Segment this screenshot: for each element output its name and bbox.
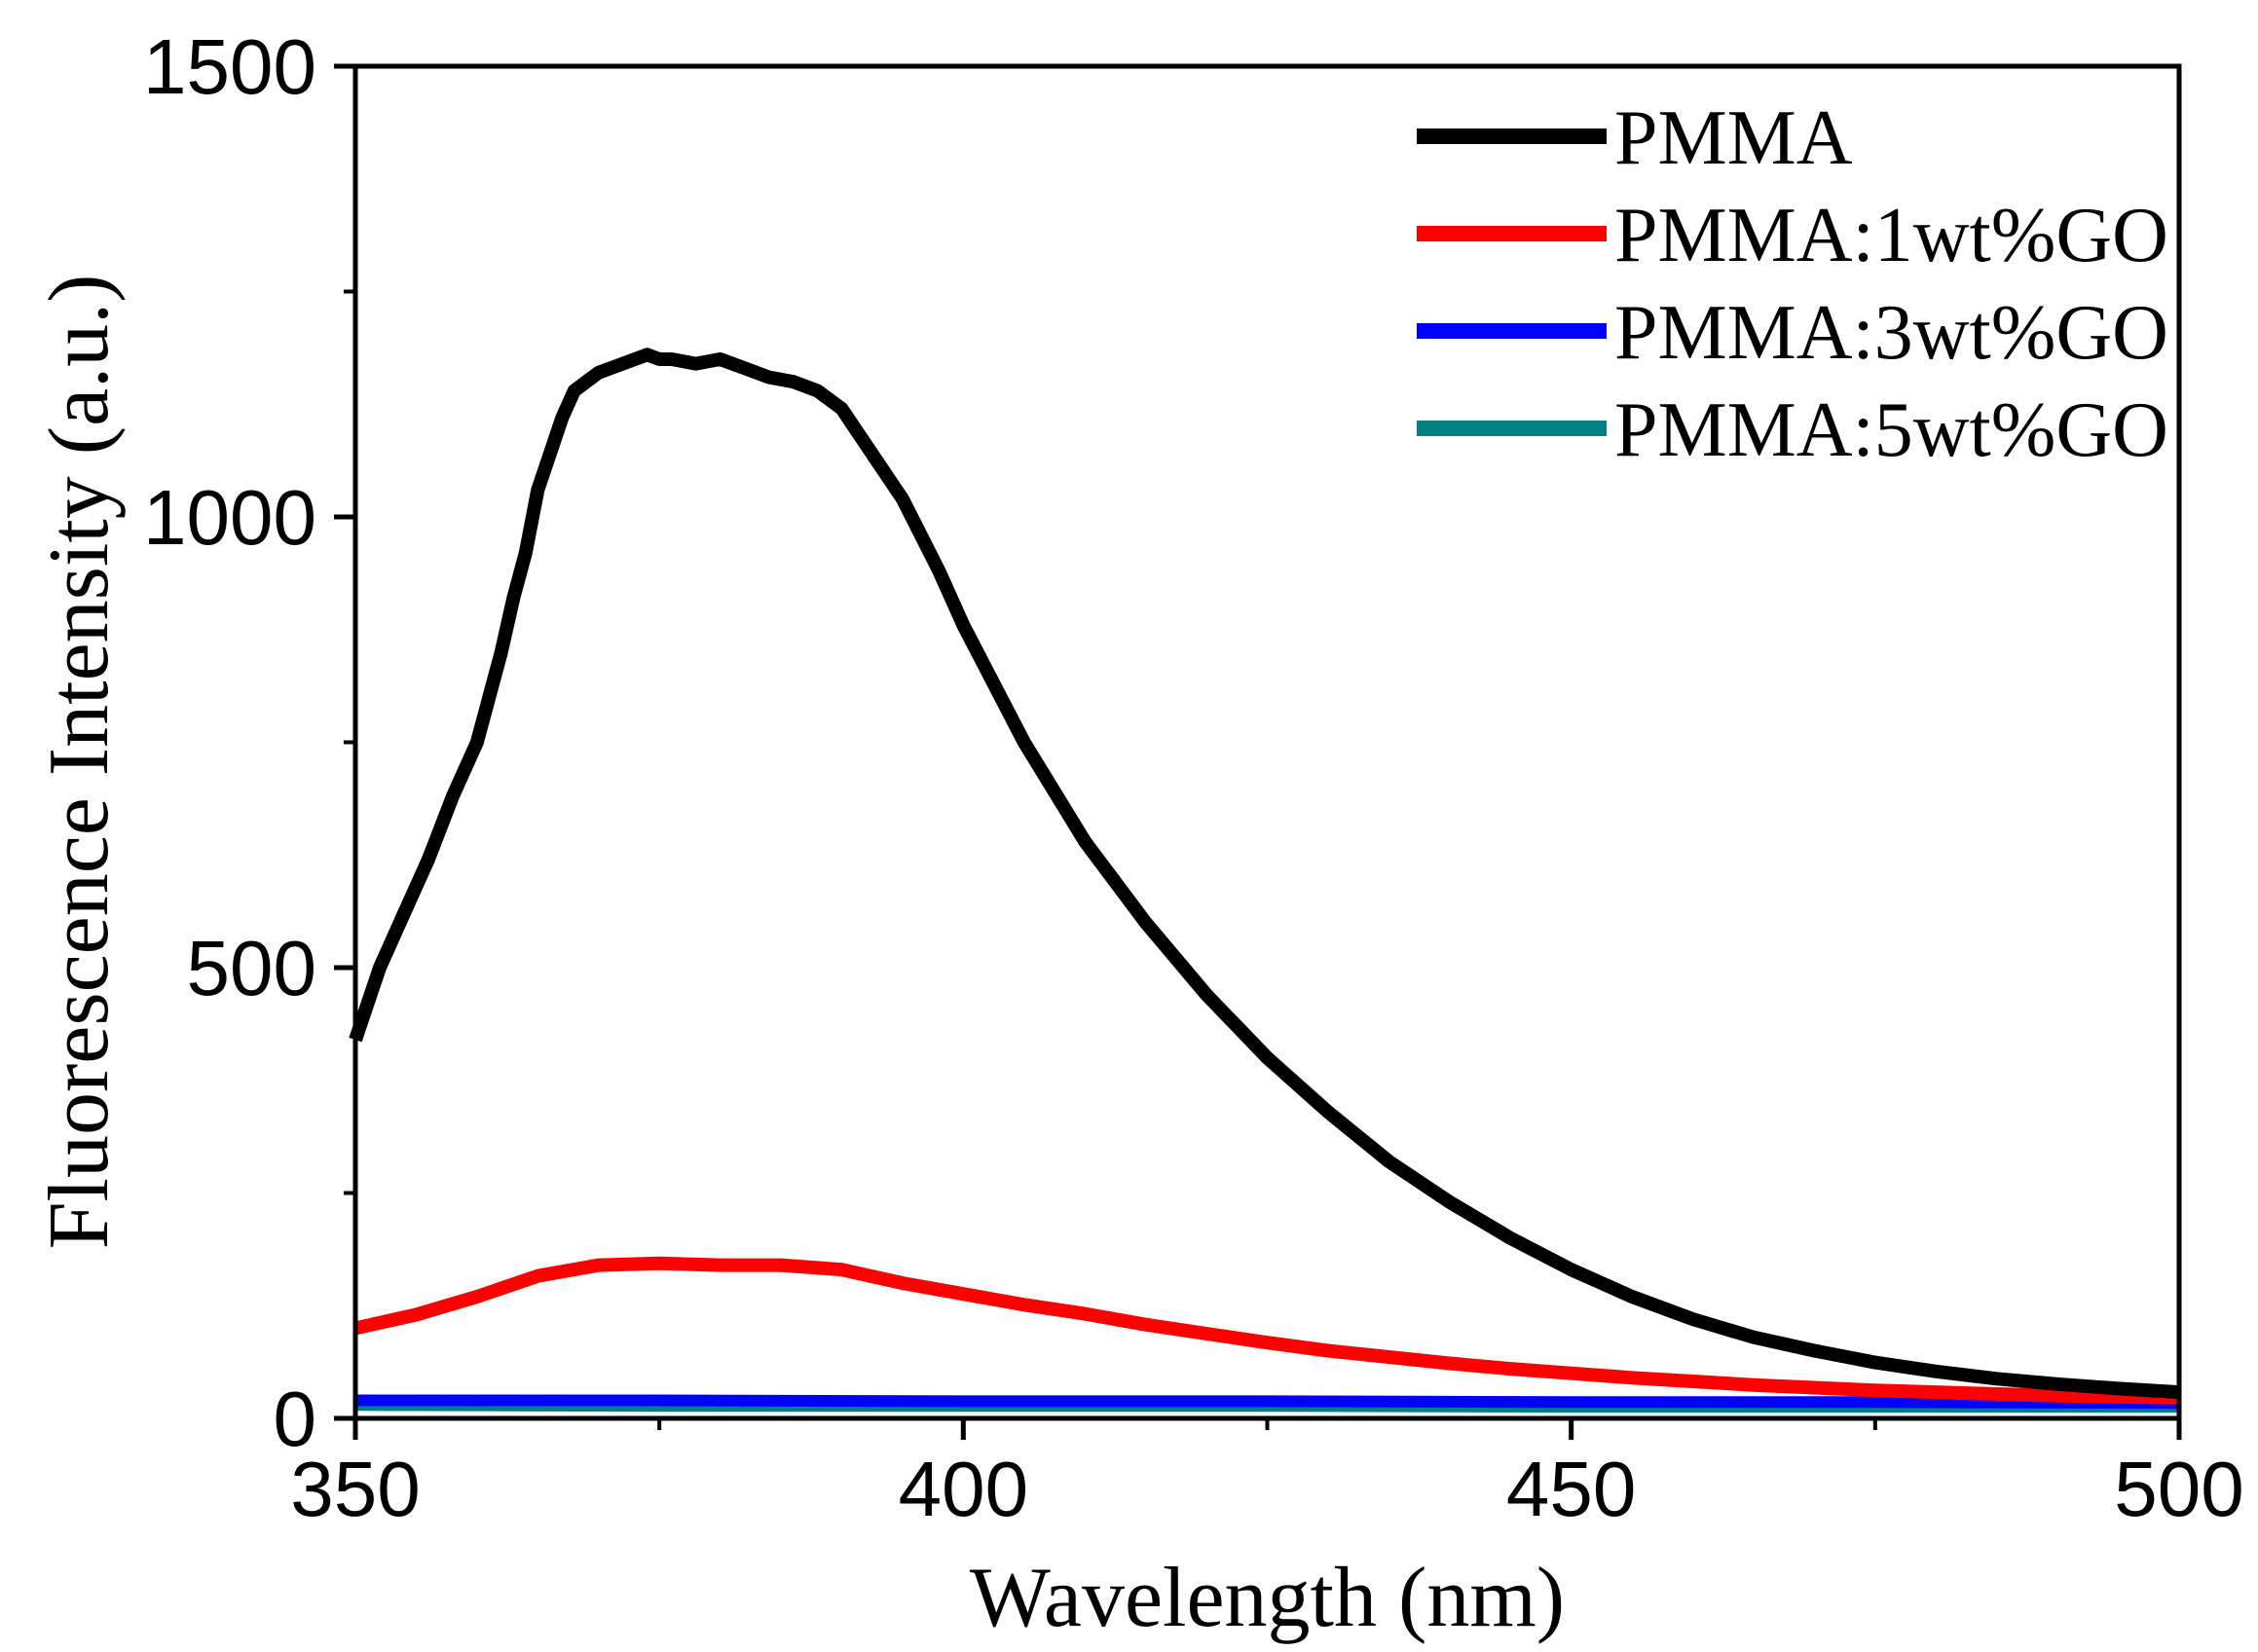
- y-axis-title: Fluorescence Intensity (a.u.): [32, 275, 127, 1250]
- legend-label-3: PMMA:5wt%GO: [1614, 387, 2168, 473]
- plot-lines: [349, 348, 2180, 1413]
- y-tick-label: 500: [187, 925, 316, 1011]
- series-line-1: [353, 1256, 2180, 1405]
- legend: PMMA PMMA:1wt%GO PMMA:3wt%GO PMMA:5wt%GO: [1417, 95, 2168, 473]
- series-line-2: [355, 1394, 2180, 1410]
- legend-label-2: PMMA:3wt%GO: [1614, 290, 2168, 376]
- x-tick-label: 500: [2114, 1446, 2243, 1532]
- legend-label-0: PMMA: [1614, 95, 1853, 181]
- y-tick-label: 1000: [143, 474, 316, 561]
- series-line-0: [349, 348, 2180, 1400]
- y-tick-label: 0: [274, 1376, 317, 1462]
- legend-label-1: PMMA:1wt%GO: [1614, 193, 2168, 278]
- x-tick-label: 450: [1506, 1446, 1636, 1532]
- x-tick-label: 400: [899, 1446, 1028, 1532]
- axis-ticks: 350 400 450 500 0 500 1000 1500: [143, 23, 2244, 1532]
- y-tick-label: 1500: [143, 23, 316, 110]
- x-tick-label: 350: [290, 1446, 420, 1532]
- x-axis-title: Wavelength (nm): [970, 1551, 1565, 1645]
